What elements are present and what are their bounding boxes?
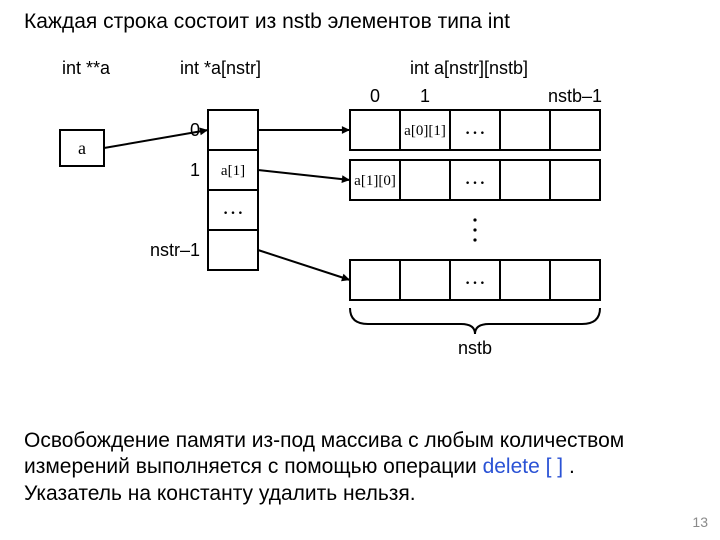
svg-text:int *a[nstr]: int *a[nstr] <box>180 58 261 78</box>
svg-text:…: … <box>464 264 486 289</box>
svg-text:a[0][1]: a[0][1] <box>404 123 446 139</box>
svg-text:nstb: nstb <box>458 338 492 358</box>
svg-text:…: … <box>464 164 486 189</box>
svg-text:int **a: int **a <box>62 58 111 78</box>
footer-paragraph: Освобождение памяти из-под массива с люб… <box>24 428 666 507</box>
page-title: Каждая строка состоит из nstb элементов … <box>24 10 696 34</box>
svg-text:a: a <box>78 138 86 158</box>
svg-text:…: … <box>464 114 486 139</box>
diagram-svg: int **a int *a[nstr] int a[nstr][nstb] 0 1 ns… <box>40 50 660 410</box>
title-text: Каждая строка состоит из nstb элементов … <box>24 10 510 33</box>
svg-text:a[1]: a[1] <box>221 163 245 179</box>
svg-text:int a[nstr][nstb]: int a[nstr][nstb] <box>410 58 528 78</box>
svg-text:nstb–1: nstb–1 <box>548 86 602 106</box>
svg-text:a[1][0]: a[1][0] <box>354 173 396 189</box>
svg-text:nstr–1: nstr–1 <box>150 240 200 260</box>
svg-text:1: 1 <box>190 160 200 180</box>
svg-text:0: 0 <box>190 120 200 140</box>
page-number: 13 <box>692 514 708 530</box>
svg-text:…: … <box>222 194 244 219</box>
svg-text:1: 1 <box>420 86 430 106</box>
footer-keyword: delete [ ] <box>483 455 564 478</box>
svg-text:0: 0 <box>370 86 380 106</box>
memory-diagram: int **a int *a[nstr] int a[nstr][nstb] 0 1 ns… <box>40 50 660 410</box>
